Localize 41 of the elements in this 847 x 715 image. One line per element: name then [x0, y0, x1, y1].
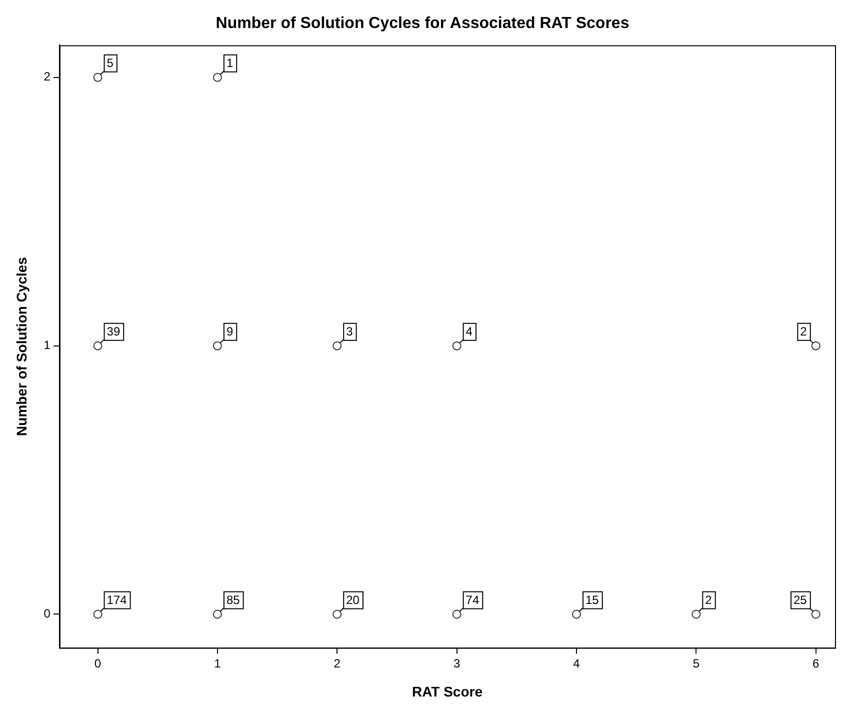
x-tick-label: 6: [812, 656, 820, 670]
annotation: 85: [226, 593, 240, 608]
x-tick-label: 2: [334, 656, 341, 670]
y-tick-label: 2: [44, 70, 51, 84]
annotation: 174: [106, 593, 128, 608]
annotation: 4: [466, 324, 473, 339]
annotation: 20: [346, 593, 360, 608]
x-tick-label: 3: [453, 656, 460, 670]
annotation: 25: [794, 593, 808, 608]
point: [93, 72, 102, 82]
point: [572, 610, 581, 619]
x-axis-title: RAT Score: [412, 683, 483, 700]
point: [332, 341, 342, 350]
annotation: 39: [106, 324, 120, 339]
annotation: 1: [226, 56, 234, 70]
point: [212, 72, 222, 82]
point: [93, 341, 102, 350]
x-tick-label: 5: [692, 656, 700, 670]
x-tick-label: 1: [214, 656, 222, 670]
annotation: 74: [466, 593, 480, 608]
y-axis-title: Number of Solution Cycles: [13, 256, 30, 436]
annotation: 2: [800, 324, 808, 339]
point: [452, 341, 462, 350]
point: [332, 610, 342, 619]
point: [93, 610, 102, 619]
point: [811, 341, 820, 350]
point: [452, 610, 462, 619]
annotation: 3: [346, 324, 354, 339]
y-tick-label: 0: [44, 606, 51, 621]
point: [212, 341, 222, 350]
x-tick-label: 0: [94, 656, 102, 670]
x-tick-label: 4: [573, 656, 580, 670]
point: [811, 610, 820, 619]
annotation: 9: [226, 324, 234, 339]
chart-title: Number of Solution Cycles for Associated RAT Scores: [216, 15, 630, 32]
y-tick-label: 1: [44, 338, 51, 352]
point: [692, 610, 701, 619]
annotation: 2: [705, 593, 712, 608]
point: [212, 610, 222, 619]
annotation: 15: [585, 593, 600, 608]
annotation: 5: [106, 56, 114, 70]
